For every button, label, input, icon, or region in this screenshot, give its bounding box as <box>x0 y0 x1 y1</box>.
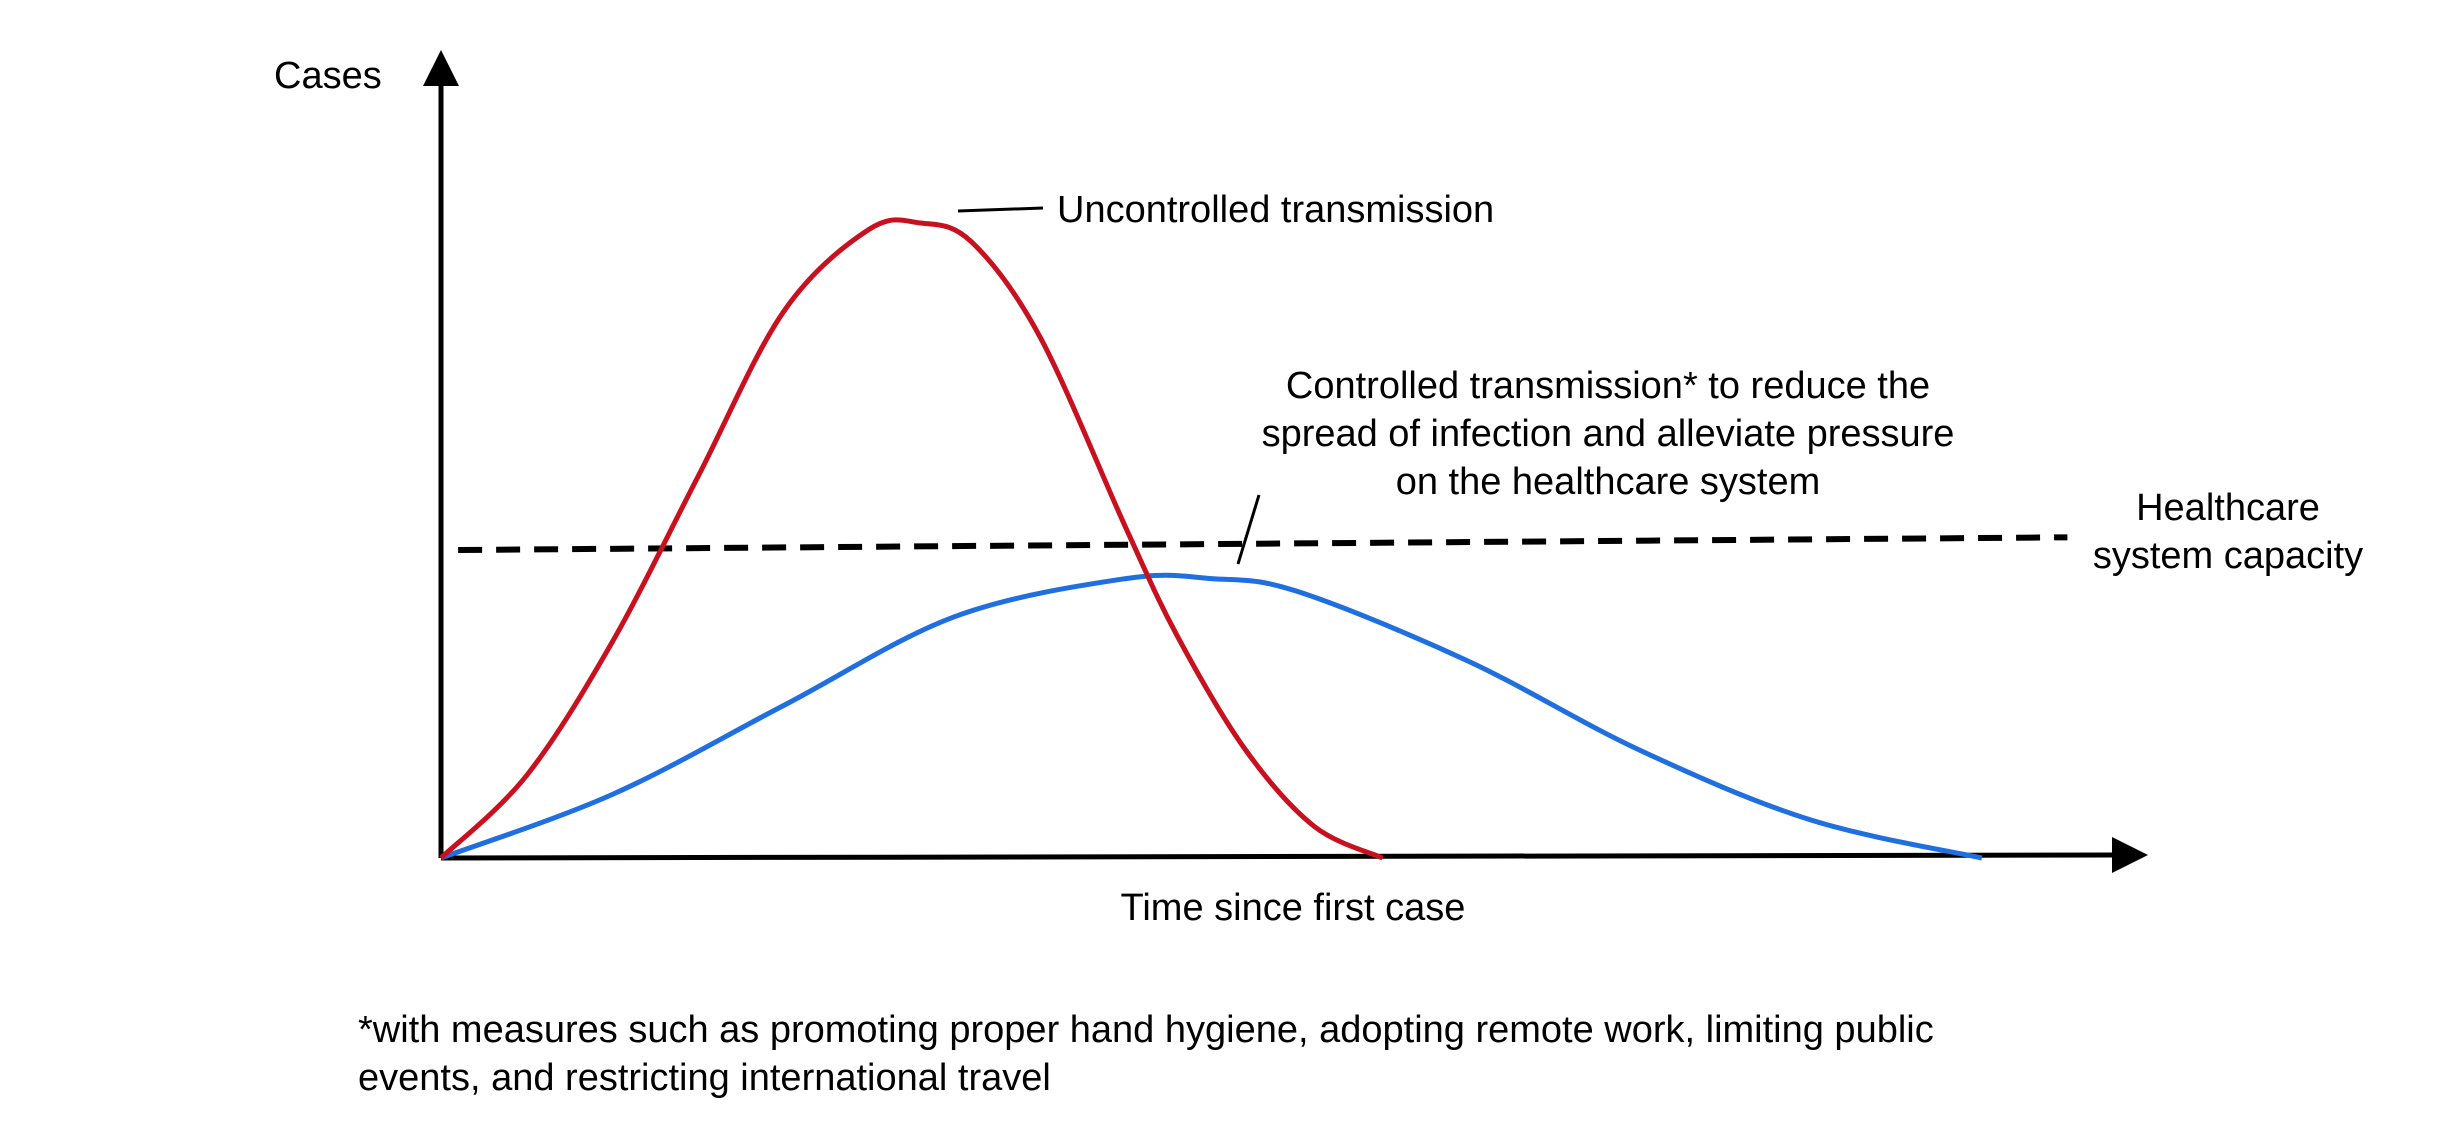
controlled-label-leader <box>1236 494 1261 565</box>
controlled-annotation-line-1: Controlled transmission* to reduce the <box>1286 365 1930 407</box>
uncontrolled-label-leader <box>957 206 1044 213</box>
uncontrolled-transmission-curve <box>439 217 1384 861</box>
y-axis-label: Cases <box>274 55 382 97</box>
y-axis-arrow <box>423 50 459 86</box>
x-axis-label: Time since first case <box>1121 887 1466 929</box>
controlled-annotation-line-2: spread of infection and alleviate pressu… <box>1262 413 1955 455</box>
controlled-transmission-curve <box>440 572 1983 861</box>
capacity-annotation-line-1: Healthcare <box>2136 487 2320 529</box>
uncontrolled-annotation: Uncontrolled transmission <box>1057 189 1494 231</box>
footnote-line-1: *with measures such as promoting proper … <box>358 1009 1934 1051</box>
controlled-annotation-line-3: on the healthcare system <box>1396 461 1821 503</box>
x-axis <box>440 852 2119 861</box>
x-axis-arrow <box>2112 837 2148 873</box>
footnote-line-2: events, and restricting international tr… <box>358 1057 1051 1099</box>
axes <box>423 50 2148 873</box>
capacity-annotation-line-2: system capacity <box>2093 535 2363 577</box>
healthcare-capacity-line <box>458 534 2068 554</box>
